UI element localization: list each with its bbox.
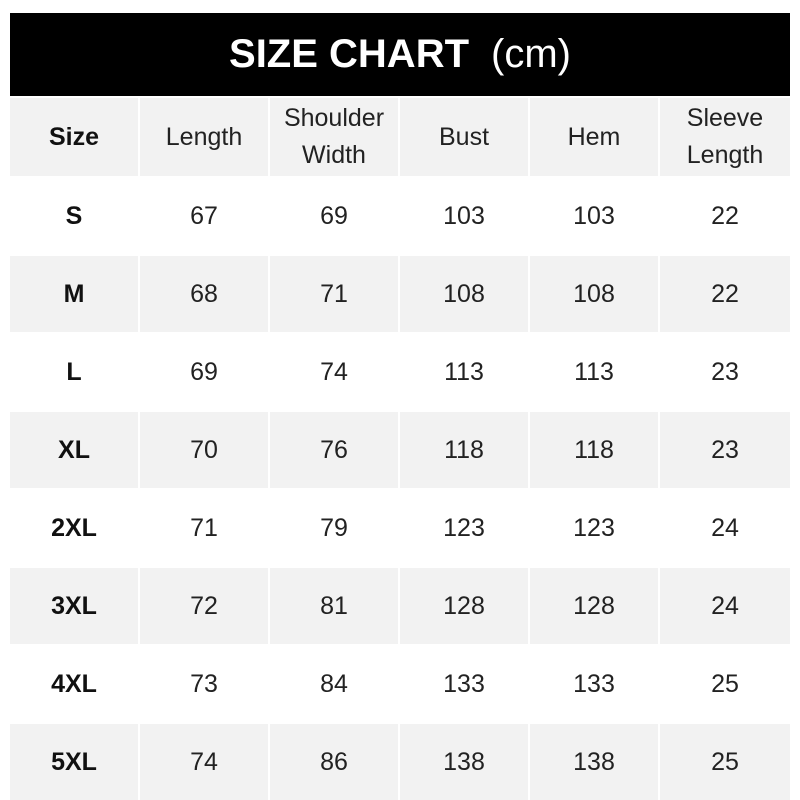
measurement-cell: 86 [270,724,398,800]
table-row: S 67 69 103 103 22 [10,178,790,254]
measurement-cell: 25 [660,724,790,800]
table-row: 3XL 72 81 128 128 24 [10,568,790,644]
size-label: S [65,201,83,230]
measurement-cell: 74 [320,357,348,386]
measurement-cell: 76 [270,412,398,488]
size-chart-title: SIZE CHART (cm) [10,13,790,96]
measurement-cell: 123 [573,513,615,542]
measurement-cell: 138 [530,724,658,800]
measurement-cell: 118 [530,412,658,488]
table-row: XL 70 76 118 118 23 [10,412,790,488]
table-row: 4XL 73 84 133 133 25 [10,646,790,722]
size-label: L [66,357,82,386]
measurement-cell: 138 [400,724,528,800]
measurement-cell: 133 [573,669,615,698]
title-unit: (cm) [491,32,571,76]
measurement-cell: 74 [140,724,268,800]
size-label: XL [10,412,138,488]
measurement-cell: 133 [443,669,485,698]
header-cell: Length [140,98,268,176]
header-cell: Bust [400,98,528,176]
size-label: 4XL [51,669,97,698]
table-row: 5XL 74 86 138 138 25 [10,724,790,800]
measurement-cell: 128 [530,568,658,644]
measurement-cell: 118 [400,412,528,488]
measurement-cell: 23 [711,357,739,386]
size-label: 5XL [10,724,138,800]
measurement-cell: 25 [711,669,739,698]
measurement-cell: 113 [444,357,484,386]
size-table: Size Length Shoulder Width Bust Hem Sleeve Le… [10,98,790,800]
measurement-cell: 113 [574,357,614,386]
measurement-cell: 73 [190,669,218,698]
header-cell: Hem [530,98,658,176]
header-cell: Sleeve Length [660,98,790,176]
size-label: M [10,256,138,332]
measurement-cell: 22 [660,256,790,332]
measurement-cell: 71 [190,513,218,542]
measurement-cell: 84 [320,669,348,698]
measurement-cell: 81 [270,568,398,644]
header-row: Size Length Shoulder Width Bust Hem Sleeve Le… [10,98,790,176]
table-row: L 69 74 113 113 23 [10,334,790,410]
measurement-cell: 108 [400,256,528,332]
header-cell: Shoulder Width [270,98,398,176]
measurement-cell: 103 [573,201,615,230]
title-text: SIZE CHART [229,32,470,76]
measurement-cell: 128 [400,568,528,644]
measurement-cell: 69 [190,357,218,386]
measurement-cell: 108 [530,256,658,332]
measurement-cell: 72 [140,568,268,644]
measurement-cell: 103 [443,201,485,230]
measurement-cell: 22 [711,201,739,230]
measurement-cell: 69 [320,201,348,230]
header-cell: Size [10,98,138,176]
measurement-cell: 123 [443,513,485,542]
measurement-cell: 68 [140,256,268,332]
size-label: 3XL [10,568,138,644]
measurement-cell: 24 [660,568,790,644]
measurement-cell: 71 [270,256,398,332]
measurement-cell: 67 [190,201,218,230]
size-label: 2XL [51,513,97,542]
measurement-cell: 23 [660,412,790,488]
measurement-cell: 70 [140,412,268,488]
measurement-cell: 24 [711,513,739,542]
table-row: 2XL 71 79 123 123 24 [10,490,790,566]
measurement-cell: 79 [320,513,348,542]
table-row: M 68 71 108 108 22 [10,256,790,332]
